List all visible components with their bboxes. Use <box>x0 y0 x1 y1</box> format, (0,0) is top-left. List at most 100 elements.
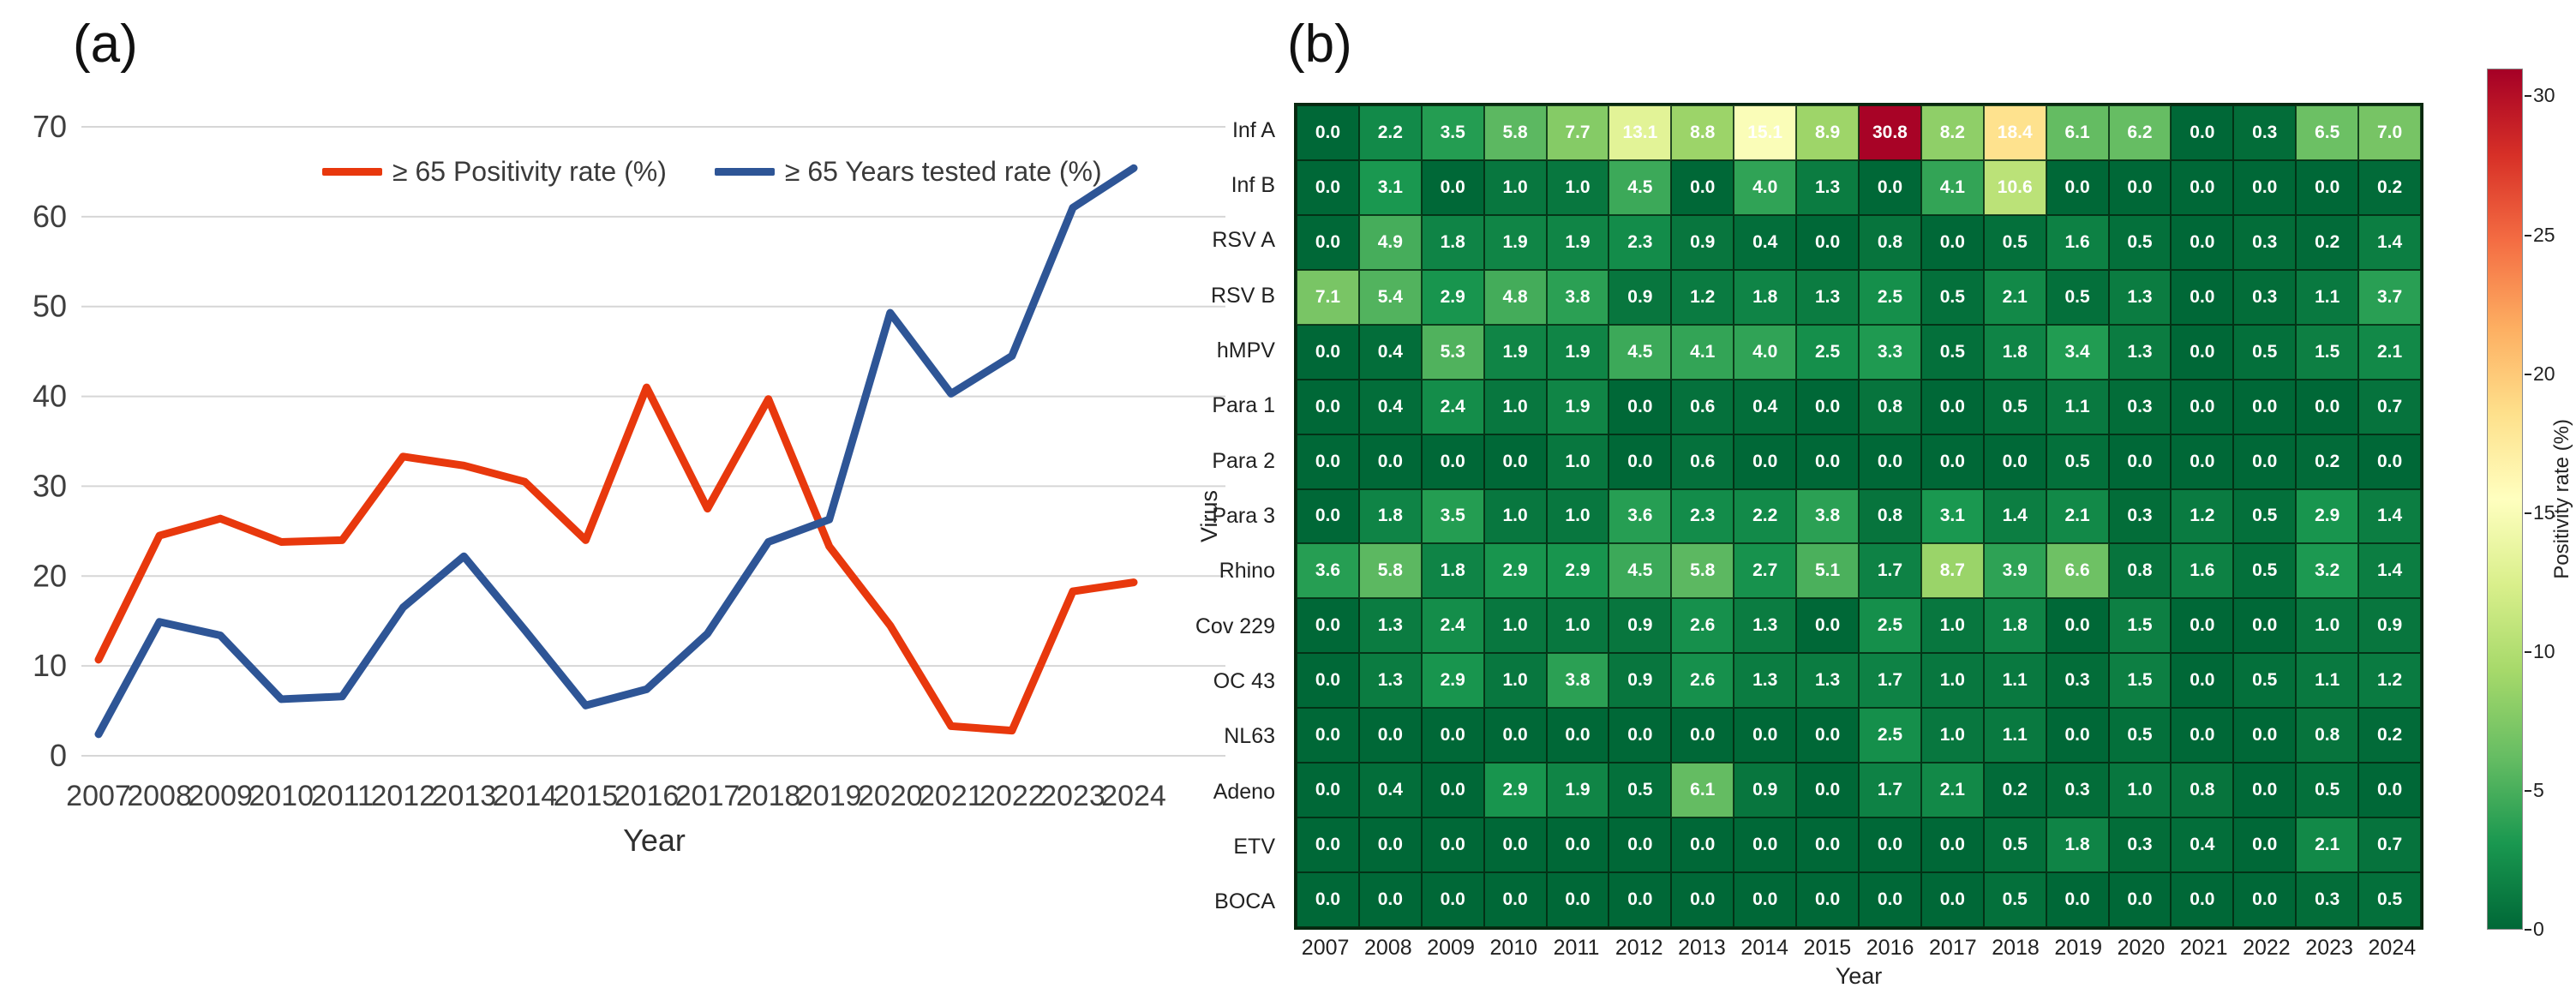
heatmap-cell: 4.5 <box>1609 543 1672 599</box>
heatmap-cell: 1.6 <box>2046 214 2109 270</box>
heatmap-cell: 0.0 <box>1358 434 1422 489</box>
heatmap-cell: 2.1 <box>1983 269 2046 325</box>
heatmap-cell: 0.0 <box>1609 708 1672 763</box>
heatmap-cell: 2.9 <box>1421 653 1484 709</box>
heatmap-cell: 2.1 <box>2046 488 2109 544</box>
line-chart: 0102030405060702007200820092010201120122… <box>33 109 1225 812</box>
heatmap-cell: 0.0 <box>2171 434 2234 489</box>
heatmap-cell: 0.0 <box>2171 708 2234 763</box>
virus-row-label: NL63 <box>1224 724 1275 749</box>
heatmap-cell: 0.0 <box>2046 872 2109 927</box>
heatmap-cell: 1.9 <box>1546 763 1609 818</box>
year-column-label: 2010 <box>1489 936 1538 960</box>
heatmap-cell: 2.7 <box>1734 543 1797 599</box>
heatmap-cell: 3.5 <box>1421 488 1484 544</box>
heatmap-cell: 3.3 <box>1858 324 1921 380</box>
heatmap-cell: 1.6 <box>2171 543 2234 599</box>
heatmap-cell: 0.8 <box>1858 379 1921 434</box>
heatmap-cell: 0.0 <box>1297 763 1359 818</box>
heatmap-cell: 1.3 <box>1734 598 1797 654</box>
heatmap-cell: 30.8 <box>1858 105 1921 160</box>
positivity-rate-line <box>94 383 1138 735</box>
heatmap-cell: 0.6 <box>1671 379 1734 434</box>
x-tick-label: 2021 <box>919 780 984 812</box>
heatmap-cell: 1.4 <box>2358 488 2421 544</box>
heatmap-cell: 0.0 <box>1609 379 1672 434</box>
heatmap-cell: 0.7 <box>2358 379 2421 434</box>
heatmap-cell: 0.0 <box>1609 872 1672 927</box>
heatmap-cell: 0.5 <box>1920 269 1984 325</box>
heatmap-cell: 1.0 <box>2108 763 2172 818</box>
heatmap-cell: 3.9 <box>1983 543 2046 599</box>
virus-row-label: Inf B <box>1231 172 1275 197</box>
heatmap-cell: 0.0 <box>1858 159 1921 215</box>
heatmap-cell: 0.0 <box>1421 817 1484 873</box>
heatmap-cell: 5.8 <box>1671 543 1734 599</box>
heatmap-cell: 0.0 <box>1920 379 1984 434</box>
y-tick-label: 60 <box>33 199 67 234</box>
heatmap-cell: 1.4 <box>2358 214 2421 270</box>
heatmap-cell: 0.0 <box>2171 653 2234 709</box>
heatmap-cell: 3.5 <box>1421 105 1484 160</box>
heatmap-cell: 0.0 <box>1796 434 1859 489</box>
heatmap-cell: 0.0 <box>1609 434 1672 489</box>
heatmap-cell: 0.0 <box>2108 872 2172 927</box>
colorbar-tick-label: 10 <box>2533 639 2555 662</box>
heatmap-cell: 1.7 <box>1858 763 1921 818</box>
virus-row-label: Para 2 <box>1212 448 1275 473</box>
heatmap-cell: 0.2 <box>2296 434 2359 489</box>
colorbar-title: Positivity rate (%) <box>2550 419 2573 579</box>
heatmap-cell: 2.9 <box>1421 269 1484 325</box>
heatmap-cell: 0.0 <box>1920 214 1984 270</box>
heatmap-cell: 0.5 <box>2233 488 2297 544</box>
heatmap-cell: 0.0 <box>2171 872 2234 927</box>
heatmap-cell: 0.5 <box>1983 872 2046 927</box>
heatmap-cell: 0.0 <box>1483 708 1547 763</box>
heatmap-cell: 0.0 <box>2233 379 2297 434</box>
heatmap-cell: 1.2 <box>1671 269 1734 325</box>
x-tick-label: 2012 <box>370 780 435 812</box>
virus-row-label: Para 3 <box>1212 503 1275 528</box>
heatmap-cell: 0.3 <box>2108 817 2172 873</box>
colorbar-tick-label: 0 <box>2533 918 2544 940</box>
year-column-label: 2023 <box>2305 936 2353 960</box>
virus-row-label: Rhino <box>1219 559 1275 584</box>
heatmap-column-labels: 2007 2008 2009 2010 2011 2012 2013 2014 2015 2016… <box>1294 936 2423 961</box>
legend-label-positivity: ≥ 65 Positivity rate (%) <box>392 156 667 187</box>
heatmap-cell: 7.7 <box>1546 105 1609 160</box>
year-column-label: 2016 <box>1866 936 1914 960</box>
colorbar-ticks: 0 5 10 15 20 25 30 <box>2525 69 2573 940</box>
heatmap-cell: 0.9 <box>1671 214 1734 270</box>
heatmap-cell: 2.5 <box>1796 324 1859 380</box>
heatmap-cell: 0.0 <box>1734 434 1797 489</box>
heatmap-cell: 1.9 <box>1546 214 1609 270</box>
heatmap-cell: 0.3 <box>2108 488 2172 544</box>
year-column-label: 2022 <box>2243 936 2291 960</box>
x-tick-label: 2019 <box>797 780 862 812</box>
heatmap-cell: 0.0 <box>1297 105 1359 160</box>
heatmap-cell: 0.5 <box>2358 872 2421 927</box>
heatmap-cell: 1.4 <box>2358 543 2421 599</box>
heatmap-cell: 0.0 <box>2171 324 2234 380</box>
virus-row-label: ETV <box>1233 834 1275 859</box>
heatmap-cell: 3.7 <box>2358 269 2421 325</box>
heatmap-cell: 2.3 <box>1671 488 1734 544</box>
heatmap-cell: 0.2 <box>2296 214 2359 270</box>
colorbar-tick-label: 15 <box>2533 500 2555 524</box>
heatmap-cell: 1.3 <box>1358 598 1422 654</box>
heatmap-cell: 2.5 <box>1858 708 1921 763</box>
heatmap-cell: 1.5 <box>2296 324 2359 380</box>
heatmap-cell: 0.0 <box>1546 872 1609 927</box>
heatmap-cell: 4.9 <box>1358 214 1422 270</box>
x-tick-label: 2017 <box>675 780 740 812</box>
heatmap-cell: 1.8 <box>1983 598 2046 654</box>
heatmap-cell: 1.0 <box>1546 488 1609 544</box>
virus-row-label: Inf A <box>1231 117 1275 142</box>
heatmap-cell: 1.0 <box>1546 434 1609 489</box>
heatmap-cell: 10.6 <box>1983 159 2046 215</box>
heatmap-cell: 0.0 <box>1297 653 1359 709</box>
heatmap-cell: 0.8 <box>1858 214 1921 270</box>
y-tick-label: 50 <box>33 289 67 324</box>
x-tick-label: 2023 <box>1040 780 1105 812</box>
colorbar <box>2487 69 2523 930</box>
